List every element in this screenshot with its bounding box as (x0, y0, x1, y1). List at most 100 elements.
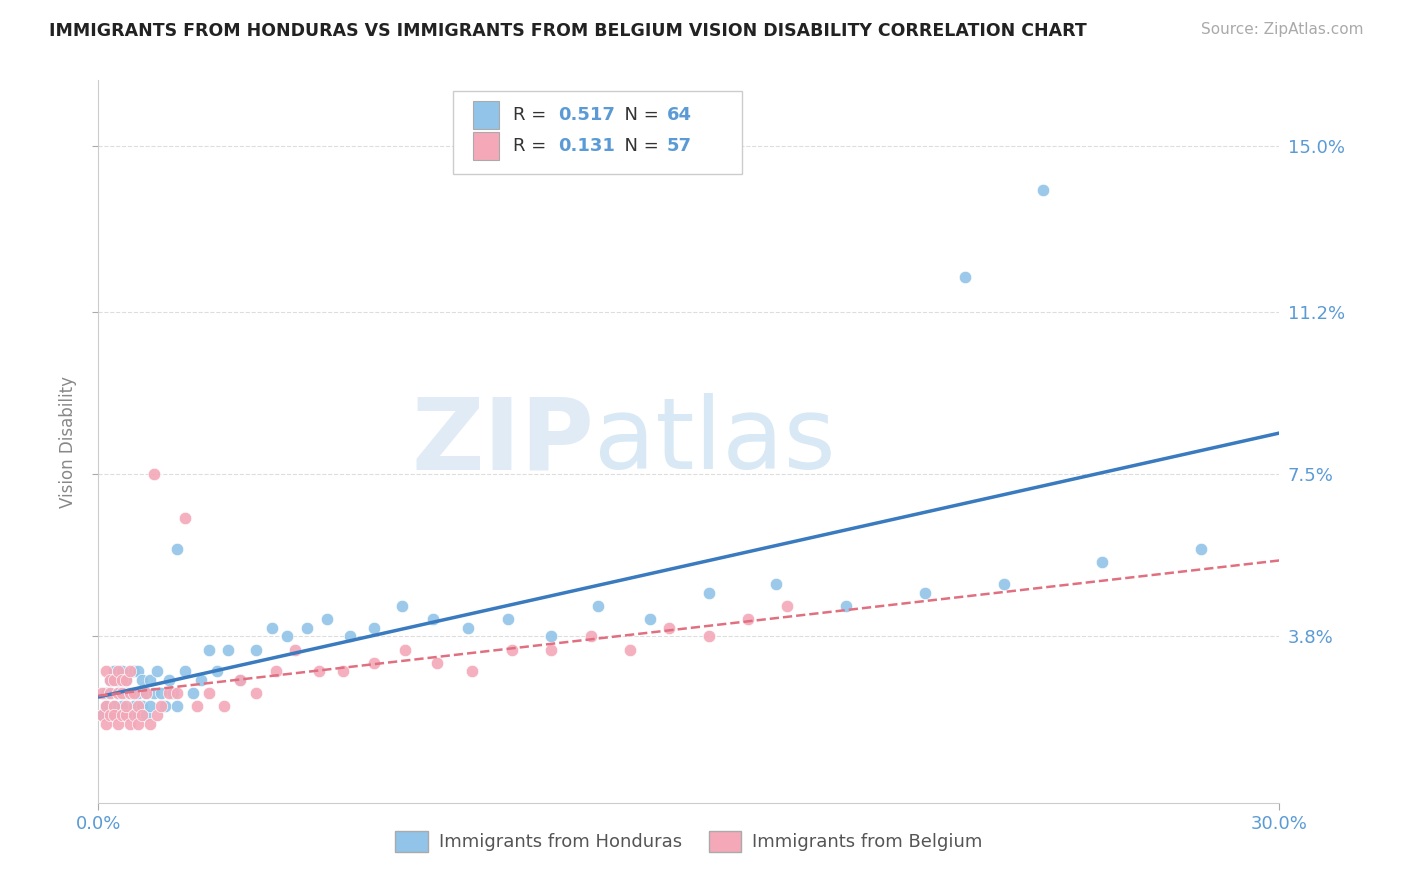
Point (98, 673, 121, 688)
Point (157, 673, 180, 688)
Text: N =: N = (613, 137, 665, 155)
Point (146, 708, 169, 723)
Point (111, 665, 134, 679)
Point (229, 673, 252, 688)
Point (638, 612, 661, 626)
Point (776, 599, 799, 613)
Point (107, 665, 129, 679)
Point (91, 708, 114, 723)
Point (166, 686, 188, 700)
Point (245, 686, 267, 700)
Point (138, 717, 160, 731)
Point (115, 673, 138, 688)
Point (394, 642, 416, 657)
Point (217, 642, 239, 657)
Text: N =: N = (613, 106, 665, 124)
Point (138, 673, 160, 688)
Point (737, 612, 759, 626)
Text: 64: 64 (666, 106, 692, 124)
Point (103, 699, 125, 714)
Text: 0.517: 0.517 (558, 106, 614, 124)
Text: atlas: atlas (595, 393, 837, 490)
Point (181, 686, 204, 700)
Point (122, 686, 145, 700)
Point (308, 665, 330, 679)
Point (107, 708, 129, 723)
Point (914, 585, 936, 599)
Point (118, 686, 141, 700)
Point (150, 686, 173, 700)
Bar (472, 132, 499, 160)
Point (339, 629, 361, 643)
Point (166, 541, 188, 556)
Text: R =: R = (513, 106, 553, 124)
Point (264, 665, 287, 679)
Point (157, 686, 180, 700)
Point (391, 599, 413, 613)
Point (619, 642, 641, 657)
Point (276, 629, 298, 643)
Point (98, 673, 121, 688)
Point (127, 717, 149, 731)
Point (98, 686, 121, 700)
Point (103, 708, 125, 723)
Point (953, 270, 976, 285)
Point (363, 621, 385, 635)
Point (115, 673, 138, 688)
Point (697, 629, 720, 643)
Bar (472, 101, 499, 128)
Point (135, 686, 157, 700)
Point (190, 673, 212, 688)
Point (96, 699, 118, 714)
Point (993, 577, 1015, 591)
Legend: Immigrants from Honduras, Immigrants from Belgium: Immigrants from Honduras, Immigrants fro… (388, 823, 990, 859)
Text: 57: 57 (666, 137, 692, 155)
Point (96, 717, 118, 731)
Point (146, 665, 169, 679)
Point (103, 699, 125, 714)
Point (118, 717, 141, 731)
Point (122, 708, 145, 723)
Point (166, 699, 188, 714)
Point (127, 699, 149, 714)
Point (186, 699, 208, 714)
Point (131, 708, 153, 723)
Point (229, 673, 252, 688)
Point (1091, 555, 1114, 569)
Point (91, 708, 114, 723)
Point (96, 699, 118, 714)
Text: Source: ZipAtlas.com: Source: ZipAtlas.com (1201, 22, 1364, 37)
Point (142, 467, 165, 482)
Point (835, 599, 858, 613)
Point (150, 699, 173, 714)
Point (540, 629, 562, 643)
Point (174, 665, 197, 679)
Point (363, 656, 385, 670)
Point (107, 686, 129, 700)
Point (457, 621, 479, 635)
Point (174, 511, 197, 525)
Point (260, 621, 283, 635)
Point (284, 642, 307, 657)
Point (103, 665, 125, 679)
Point (332, 665, 354, 679)
Point (103, 673, 125, 688)
Point (540, 642, 562, 657)
Point (127, 665, 149, 679)
Point (496, 612, 519, 626)
Point (245, 642, 267, 657)
Point (588, 599, 610, 613)
Point (426, 656, 449, 670)
Point (214, 699, 236, 714)
Point (295, 621, 318, 635)
Point (135, 686, 157, 700)
Point (155, 699, 177, 714)
Point (118, 686, 141, 700)
Point (111, 699, 134, 714)
Point (111, 708, 134, 723)
Point (107, 717, 129, 731)
Point (118, 665, 141, 679)
Point (579, 629, 602, 643)
Point (131, 673, 153, 688)
Point (138, 699, 160, 714)
